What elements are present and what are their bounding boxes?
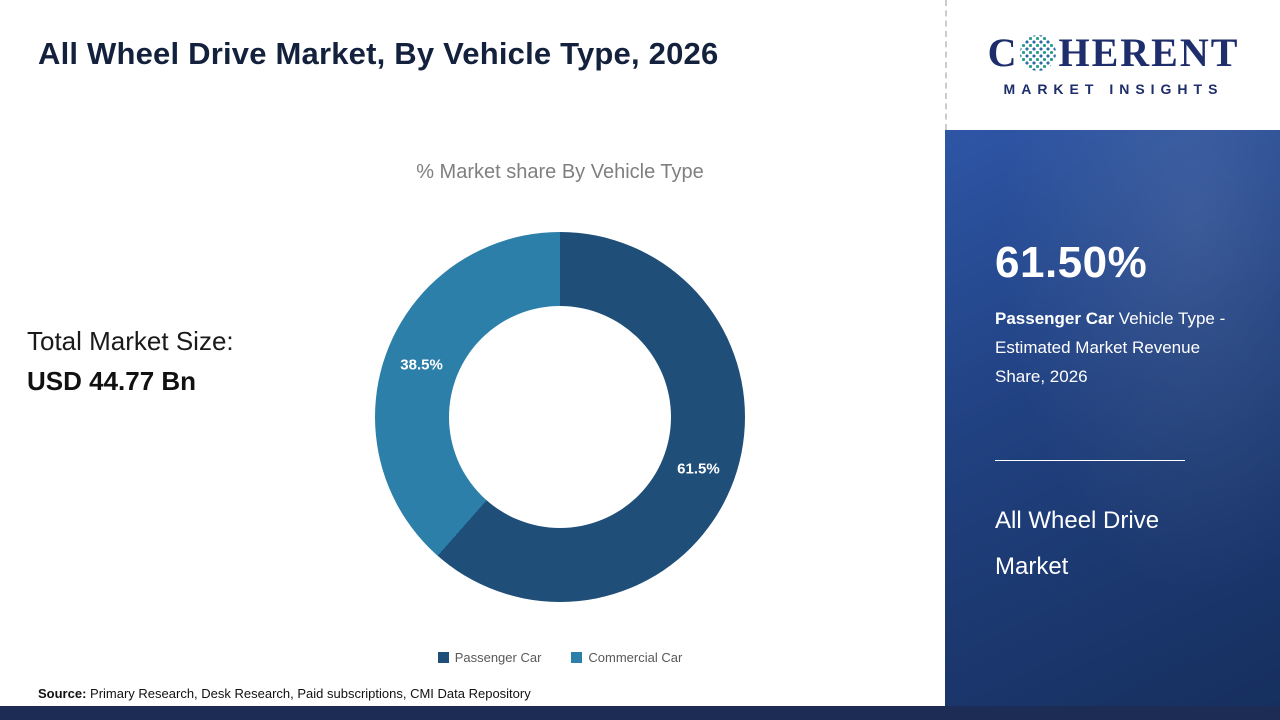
total-market-size-label: Total Market Size: [27,326,234,356]
logo-text-after: HERENT [1058,30,1240,75]
logo-subtitle: MARKET INSIGHTS [1003,81,1224,97]
page-title: All Wheel Drive Market, By Vehicle Type,… [38,36,719,71]
donut-chart-container: 61.5% 38.5% [375,232,745,602]
legend-item-commercial-car: Commercial Car [571,650,682,665]
donut-slice-label: 61.5% [677,460,720,478]
highlight-stat-rest: Vehicle Type - Estimated Market Revenue … [995,309,1226,386]
main-content: All Wheel Drive Market, By Vehicle Type,… [27,36,940,701]
donut-hole [449,306,671,528]
coherent-logo: C HERENT [988,33,1240,73]
legend-swatch-commercial-car-icon [571,652,583,663]
logo-text-before: C [987,30,1019,75]
right-sidebar: C HERENT MARKET INSIGHTS 61.50% Passenge… [945,0,1280,720]
source-line: Source: Primary Research, Desk Research,… [38,686,531,701]
legend-swatch-passenger-car-icon [437,652,449,663]
total-market-size: Total Market Size: USD 44.77 Bn [27,326,234,397]
source-text: Primary Research, Desk Research, Paid su… [86,686,531,701]
source-prefix: Source: [38,686,87,701]
legend-item-passenger-car: Passenger Car [437,650,542,665]
highlight-stat-description: Passenger Car Vehicle Type - Estimated M… [995,305,1240,392]
chart-title: % Market share By Vehicle Type [416,161,704,183]
coherent-logo-globe-icon [1020,35,1057,71]
highlight-stat-value: 61.50% [995,238,1148,287]
chart-legend: Passenger Car Commercial Car [180,650,940,665]
bottom-accent-bar [0,706,1280,720]
sidebar-highlight-panel: 61.50% Passenger Car Vehicle Type - Esti… [945,130,1280,706]
legend-label-passenger-car: Passenger Car [454,650,542,665]
logo-area: C HERENT MARKET INSIGHTS [945,0,1280,130]
highlight-stat-segment: Passenger Car [995,309,1115,328]
donut-slice-label: 38.5% [400,356,443,374]
panel-market-title: All Wheel Drive Market [995,507,1160,580]
legend-label-commercial-car: Commercial Car [588,650,683,665]
total-market-size-value: USD 44.77 Bn [27,366,197,396]
panel-divider [995,460,1185,461]
